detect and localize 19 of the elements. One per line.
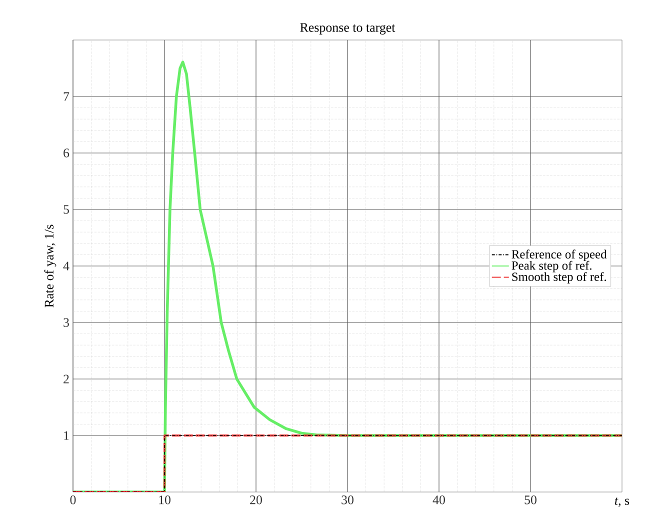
y-tick-label: 4: [63, 262, 70, 270]
y-tick-label: 7: [64, 92, 70, 101]
x-tick-label: 20: [250, 496, 262, 504]
y-tick-label: 5: [64, 205, 69, 214]
y-tick-label: 1: [64, 431, 69, 440]
x-tick-label: 10: [159, 496, 170, 504]
x-tick-label: 0: [70, 496, 76, 504]
x-tick-label: 30: [342, 496, 354, 504]
y-tick-label: 3: [64, 318, 69, 327]
legend-label: Reference of speed: [512, 250, 607, 262]
x-tick-label: 40: [432, 496, 445, 504]
y-axis-title: Rate of yaw, 1/s: [44, 224, 56, 308]
x-tick-label: 50: [524, 496, 536, 504]
y-tick-label: 2: [64, 374, 69, 384]
x-axis-title: t, s: [615, 498, 630, 507]
legend-label: Smooth step of ref.: [512, 272, 606, 284]
y-tick-label: 6: [64, 148, 70, 158]
chart-title: Response to target: [300, 23, 396, 34]
legend-label: Peak step of ref.: [512, 260, 592, 272]
